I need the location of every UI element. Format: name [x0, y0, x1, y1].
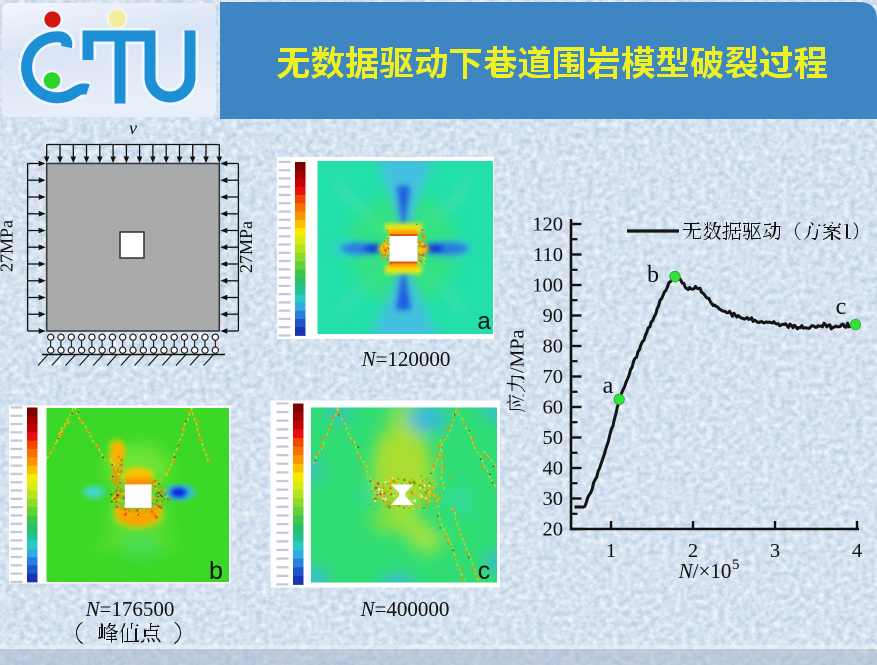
- svg-text:27MPa: 27MPa: [236, 221, 256, 273]
- svg-text:b: b: [647, 262, 659, 288]
- svg-text:20: 20: [543, 519, 564, 541]
- svg-text:60: 60: [543, 397, 564, 419]
- svg-text:N=176500: N=176500: [85, 597, 175, 621]
- svg-text:50: 50: [543, 427, 564, 449]
- svg-text:100: 100: [532, 275, 563, 297]
- svg-text:c: c: [836, 294, 847, 320]
- svg-text:110: 110: [533, 244, 563, 266]
- svg-text:c: c: [478, 557, 491, 585]
- svg-text:N=400000: N=400000: [360, 597, 450, 621]
- svg-text:1: 1: [606, 540, 616, 562]
- svg-text:a: a: [603, 373, 614, 399]
- svg-text:b: b: [209, 557, 223, 585]
- svg-text:N/×10: N/×10: [678, 559, 732, 583]
- svg-text:90: 90: [543, 305, 564, 327]
- svg-text:4: 4: [852, 540, 862, 562]
- svg-text:a: a: [477, 308, 491, 335]
- svg-text:2: 2: [688, 540, 698, 562]
- svg-text:5: 5: [732, 557, 740, 573]
- svg-text:v: v: [129, 118, 137, 138]
- svg-text:30: 30: [543, 488, 564, 510]
- svg-text:120: 120: [532, 214, 563, 236]
- svg-text:3: 3: [770, 540, 780, 562]
- svg-text:70: 70: [543, 366, 564, 388]
- svg-text:/MPa: /MPa: [507, 330, 529, 373]
- svg-text:27MPa: 27MPa: [0, 220, 17, 272]
- svg-text:80: 80: [543, 336, 564, 358]
- svg-text:N=120000: N=120000: [361, 347, 451, 371]
- svg-text:40: 40: [543, 458, 564, 480]
